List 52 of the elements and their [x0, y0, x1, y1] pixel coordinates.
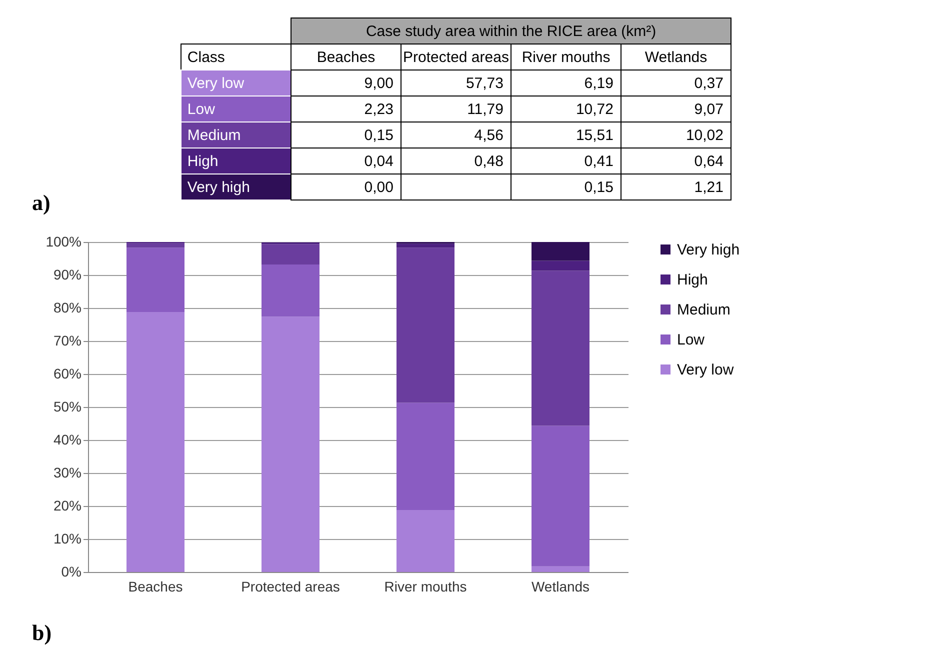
legend-label: Very high: [677, 242, 740, 258]
x-tick-label: River mouths: [384, 578, 467, 594]
y-tick-label: 80%: [53, 300, 82, 316]
legend-label: High: [677, 272, 708, 288]
data-label: 4,56: [474, 127, 504, 144]
legend-label: Low: [677, 332, 705, 348]
y-tick-label: Very low: [187, 75, 244, 92]
y-tick-label: Very high: [187, 179, 250, 196]
x-tick-label: Protected areas: [241, 578, 340, 594]
x-tick-label: River mouths: [522, 49, 610, 66]
data-label: 0,64: [694, 153, 724, 170]
data-label: 9,00: [364, 75, 394, 92]
data-label: 2,23: [364, 101, 394, 118]
y-tick-label: 70%: [53, 332, 82, 348]
data-label: 0,37: [694, 75, 724, 92]
text: a): [32, 190, 50, 216]
chart-title: Case study area within the RICE area (km²): [366, 23, 656, 40]
x-tick-label: Beaches: [128, 578, 183, 594]
y-tick-label: 100%: [46, 234, 82, 250]
legend-label: Medium: [677, 302, 730, 318]
y-axis-title: Class: [187, 49, 225, 66]
data-label: 15,51: [576, 127, 614, 144]
y-tick-label: 30%: [53, 464, 82, 480]
y-tick-label: High: [187, 153, 218, 170]
data-label: 10,72: [576, 101, 614, 118]
y-tick-label: 10%: [53, 530, 82, 546]
data-label: 0,00: [364, 179, 394, 196]
x-tick-label: Protected areas: [403, 49, 509, 66]
y-tick-label: 40%: [53, 432, 82, 448]
y-tick-label: Medium: [187, 127, 241, 144]
legend-label: Very low: [677, 362, 734, 378]
data-label: 0,15: [364, 127, 394, 144]
x-tick-label: Wetlands: [644, 49, 708, 66]
data-label: 9,07: [694, 101, 724, 118]
text: b): [32, 620, 52, 646]
y-tick-label: 60%: [53, 366, 82, 382]
data-label: 0,04: [364, 153, 394, 170]
x-tick-label: Wetlands: [531, 578, 590, 594]
y-tick-label: 90%: [53, 266, 82, 282]
data-label: 1,21: [694, 179, 724, 196]
x-tick-label: Beaches: [316, 49, 376, 66]
y-tick-label: 20%: [53, 498, 82, 514]
y-tick-label: Low: [187, 101, 216, 118]
y-tick-label: 50%: [53, 398, 82, 414]
data-label: 10,02: [686, 127, 724, 144]
data-label: 0,41: [584, 153, 614, 170]
data-label: 0,48: [474, 153, 504, 170]
data-label: 0,15: [584, 179, 614, 196]
data-label: 6,19: [584, 75, 614, 92]
data-label: 11,79: [467, 101, 504, 118]
data-label: 57,73: [466, 75, 504, 92]
y-tick-label: 0%: [61, 564, 82, 580]
